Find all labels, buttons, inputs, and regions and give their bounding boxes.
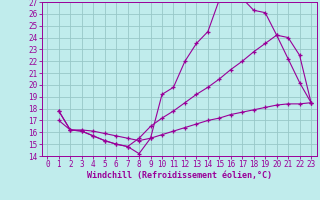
X-axis label: Windchill (Refroidissement éolien,°C): Windchill (Refroidissement éolien,°C): [87, 171, 272, 180]
